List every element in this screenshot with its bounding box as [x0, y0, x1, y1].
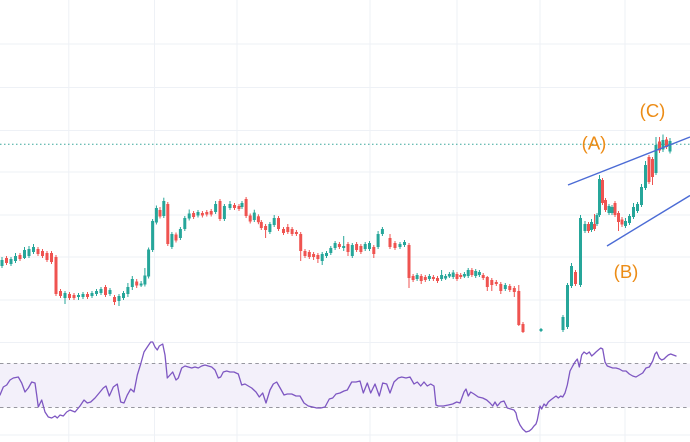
svg-text:(A): (A): [582, 133, 607, 154]
svg-text:(C): (C): [640, 100, 666, 121]
svg-text:(B): (B): [614, 261, 639, 282]
